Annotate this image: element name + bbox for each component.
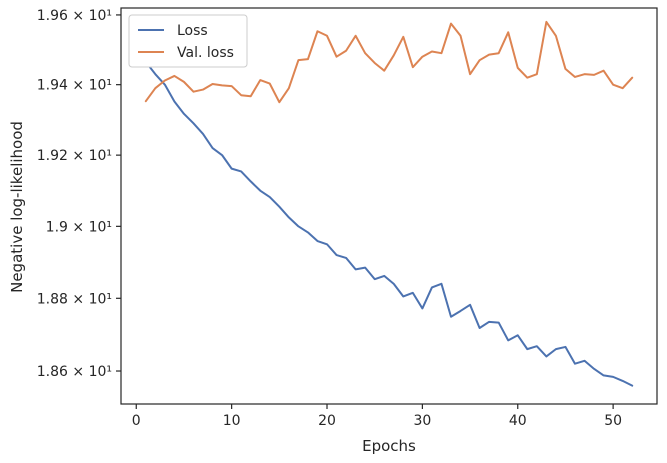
series-line-loss: [144, 60, 634, 387]
x-tick-label: 30: [413, 413, 431, 429]
series-line-val-loss: [144, 20, 634, 104]
series-layer: [144, 20, 634, 387]
legend-label-loss: Loss: [177, 23, 208, 39]
y-tick-label: 1.9 × 10¹: [46, 219, 112, 235]
y-axis-label: Negative log-likelihood: [8, 121, 26, 293]
legend-box: [128, 14, 248, 68]
x-tick-label: 40: [509, 413, 527, 429]
x-tick-label: 20: [318, 413, 336, 429]
x-axis: 0 10 20 30 40 50: [132, 404, 622, 429]
y-tick-label: 1.96 × 10¹: [37, 8, 112, 24]
x-axis-label: Epochs: [362, 437, 416, 455]
legend-label-val-loss: Val. loss: [177, 45, 234, 61]
x-tick-label: 50: [604, 413, 622, 429]
x-tick-label: 10: [223, 413, 241, 429]
y-axis: 1.86 × 10¹ 1.88 × 10¹ 1.9 × 10¹ 1.92 × 10¹ 1…: [37, 8, 121, 380]
x-tick-label: 0: [132, 413, 141, 429]
y-tick-label: 1.86 × 10¹: [37, 364, 112, 380]
legend: Loss Val. loss: [128, 14, 248, 68]
y-tick-label: 1.88 × 10¹: [37, 291, 112, 307]
plot-frame: [120, 7, 658, 405]
y-tick-label: 1.94 × 10¹: [37, 78, 112, 94]
y-tick-label: 1.92 × 10¹: [37, 148, 112, 164]
